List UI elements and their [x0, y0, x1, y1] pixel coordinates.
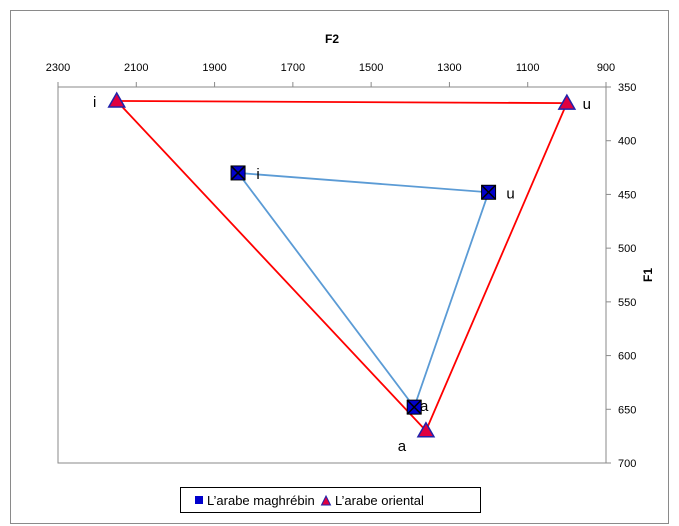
y-axis-title: F1: [641, 268, 655, 282]
legend-label-maghrebin: L’arabe maghrébin: [207, 493, 315, 508]
point-label: u: [506, 185, 514, 202]
point-label: u: [583, 96, 591, 113]
point-label: i: [93, 94, 96, 111]
point-label: a: [420, 398, 429, 415]
y-tick-label: 550: [618, 297, 636, 309]
y-tick-label: 450: [618, 189, 636, 201]
marker-triangle: [107, 91, 127, 108]
x-tick-label: 1300: [437, 62, 461, 74]
y-tick-label: 500: [618, 243, 636, 255]
marker-square-x: [481, 184, 497, 200]
legend-marker-maghrebin: [195, 496, 203, 504]
marker-triangle: [416, 421, 436, 438]
marker-square-x: [230, 165, 246, 181]
y-tick-label: 650: [618, 404, 636, 416]
y-tick-label: 350: [618, 82, 636, 94]
series-line-1: [114, 100, 569, 433]
y-axis: 350 400 450 500 550 600 650 700: [606, 82, 636, 470]
series-lines: [114, 100, 569, 433]
plot-area: [57, 86, 607, 464]
legend: L’arabe maghrébin L’arabe oriental: [180, 487, 481, 513]
point-label: a: [398, 438, 407, 455]
x-tick-label: 2300: [46, 62, 70, 74]
legend-label-oriental: L’arabe oriental: [335, 493, 424, 508]
x-axis-title: F2: [325, 32, 339, 46]
x-tick-label: 900: [597, 62, 615, 74]
x-tick-label: 1700: [281, 62, 305, 74]
legend-box: [180, 487, 481, 513]
point-labels: i u a i u a: [93, 94, 591, 455]
x-tick-label: 2100: [124, 62, 148, 74]
x-tick-label: 1100: [516, 62, 540, 74]
y-tick-label: 400: [618, 136, 636, 148]
x-axis: 2300 2100 1900 1700 1500 1300 1100 900: [46, 62, 615, 87]
markers: [107, 91, 577, 438]
legend-marker-oriental: [320, 494, 332, 506]
point-label: i: [256, 166, 259, 183]
series-line-0: [236, 171, 490, 410]
marker-square-x: [406, 399, 422, 415]
y-tick-label: 600: [618, 351, 636, 363]
x-tick-label: 1500: [359, 62, 383, 74]
marker-triangle: [557, 93, 577, 110]
chart-frame: [10, 10, 669, 524]
x-tick-label: 1900: [202, 62, 226, 74]
y-tick-label: 700: [618, 458, 636, 470]
